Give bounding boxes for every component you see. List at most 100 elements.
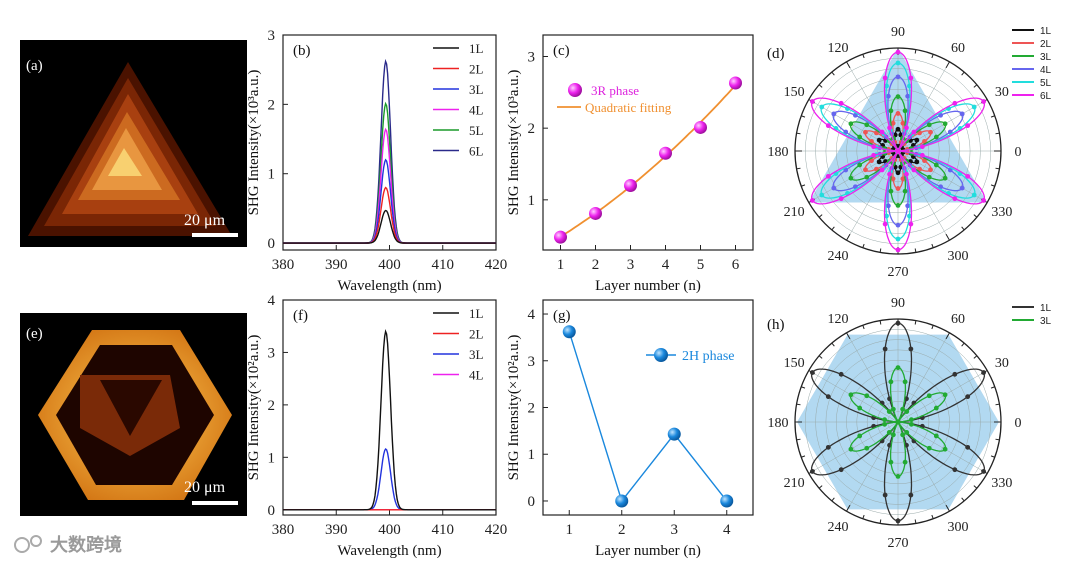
- rose-point-1L: [981, 370, 987, 375]
- rose-point-2L: [922, 138, 927, 144]
- polar-tick: [846, 504, 851, 512]
- rose-point-2L: [863, 129, 868, 135]
- angle-label: 0: [1015, 416, 1022, 431]
- legend-label-3L: 3L: [469, 347, 484, 362]
- y-axis-label: SHG Intensity(×10³a.u.): [506, 70, 522, 216]
- watermark-logo-icon: [14, 537, 30, 553]
- rose-point-2L: [895, 111, 901, 116]
- rose-point-5L: [971, 104, 977, 110]
- polar-tick: [879, 49, 882, 54]
- legend-label-2L: 2L: [469, 62, 484, 77]
- rose-point-1L: [952, 467, 958, 473]
- polar-tick: [931, 325, 934, 330]
- y-axis-label: SHG Intensity(×10²a.u.): [506, 335, 522, 481]
- rose-point-4L: [843, 129, 849, 135]
- rose-point-3L: [908, 421, 914, 427]
- rose-point-1L: [809, 370, 815, 375]
- polar-tick: [818, 84, 823, 88]
- rose-point-3L: [895, 365, 901, 371]
- rose-point-2L: [869, 138, 874, 144]
- polar-tick: [990, 115, 995, 118]
- y-tick-label: 1: [528, 193, 536, 209]
- rose-point-2L: [900, 176, 906, 182]
- rose-point-6L: [952, 100, 958, 106]
- rose-point-3L: [900, 432, 906, 438]
- rose-point-5L: [884, 213, 889, 219]
- rose-point-1L: [914, 159, 920, 165]
- quadratic-fit-line: [560, 84, 737, 238]
- rose-point-6L: [887, 125, 892, 131]
- legend-label-5L: 5L: [1040, 78, 1052, 89]
- angle-label: 210: [784, 476, 805, 491]
- polar-tick: [862, 54, 865, 59]
- rose-point-1L: [895, 320, 901, 326]
- spectrum-line-5L: [283, 101, 496, 244]
- y-tick-label: 1: [268, 167, 276, 183]
- spectrum-line-1L: [283, 328, 496, 511]
- angle-label: 270: [888, 265, 909, 280]
- rose-point-3L: [848, 175, 854, 181]
- panel-label: (g): [553, 308, 571, 324]
- polar-tick: [831, 226, 835, 231]
- rose-point-3L: [895, 202, 901, 208]
- angle-label: 270: [888, 536, 909, 551]
- rose-point-6L: [911, 167, 917, 173]
- rose-point-3L: [895, 473, 901, 479]
- polar-tick: [846, 332, 851, 340]
- data-point: [729, 76, 742, 90]
- rose-point-3L: [933, 134, 939, 140]
- legend-marker-2h: [654, 348, 668, 362]
- rose-point-6L: [908, 75, 914, 81]
- rose-point-3L: [942, 446, 948, 452]
- polar-tick: [879, 320, 882, 325]
- y-axis-label: SHG Intensity(×10³a.u.): [246, 70, 262, 216]
- polar-tick: [846, 233, 851, 241]
- panel-label: (b): [293, 43, 311, 59]
- chart-g: 1 2 3 4 0 1 2 3 4 Layer number (n) SHG Intensity(×…: [506, 299, 754, 559]
- polar-tick: [801, 455, 806, 458]
- rose-point-6L: [809, 198, 815, 203]
- polar-tick: [914, 248, 917, 253]
- angle-label: 180: [768, 145, 789, 160]
- legend-label-4L: 4L: [469, 368, 484, 383]
- rose-point-3L: [864, 122, 870, 128]
- polar-outer-ring: [794, 47, 1002, 255]
- polar-tick: [961, 497, 965, 502]
- polar-tick: [831, 497, 835, 502]
- polar-outer-ring: [794, 318, 1002, 526]
- polar-tick: [914, 519, 917, 524]
- afm-a-label: (a): [26, 58, 43, 74]
- angle-label: 330: [991, 205, 1012, 220]
- rose-point-3L: [888, 188, 894, 194]
- x-tick-label: 420: [485, 522, 508, 538]
- x-tick-label: 390: [325, 257, 348, 273]
- angle-label: 0: [1015, 145, 1022, 160]
- afm-a-scale-text: 20 μm: [184, 212, 226, 229]
- data-point: [589, 206, 602, 220]
- rose-point-3L: [926, 122, 932, 128]
- rose-point-3L: [904, 430, 910, 435]
- y-tick-label: 4: [528, 307, 536, 323]
- data-point: [659, 146, 672, 160]
- watermark-text: 大数跨境: [50, 534, 122, 556]
- rose-point-2L: [900, 120, 906, 126]
- rose-point-3L: [902, 379, 908, 385]
- rose-point-4L: [831, 111, 837, 117]
- rose-point-1L: [825, 444, 831, 450]
- spectrum-line-3L: [283, 447, 496, 511]
- angle-label: 210: [784, 205, 805, 220]
- rose-point-6L: [809, 99, 815, 104]
- afm-image-e: (e) 20 μm: [20, 313, 247, 516]
- angle-label: 30: [995, 356, 1009, 371]
- polar-tick: [973, 84, 978, 88]
- polar-tick: [973, 485, 978, 489]
- y-tick-label: 0: [268, 236, 276, 252]
- polar-spoke: [846, 61, 899, 152]
- rose-point-1L: [838, 467, 844, 473]
- rose-point-4L: [905, 93, 911, 99]
- rose-point-3L: [926, 393, 932, 399]
- data-point: [694, 120, 707, 134]
- rose-point-3L: [864, 393, 870, 399]
- spectrum-line-2L: [283, 186, 496, 244]
- polar-spoke: [846, 421, 899, 512]
